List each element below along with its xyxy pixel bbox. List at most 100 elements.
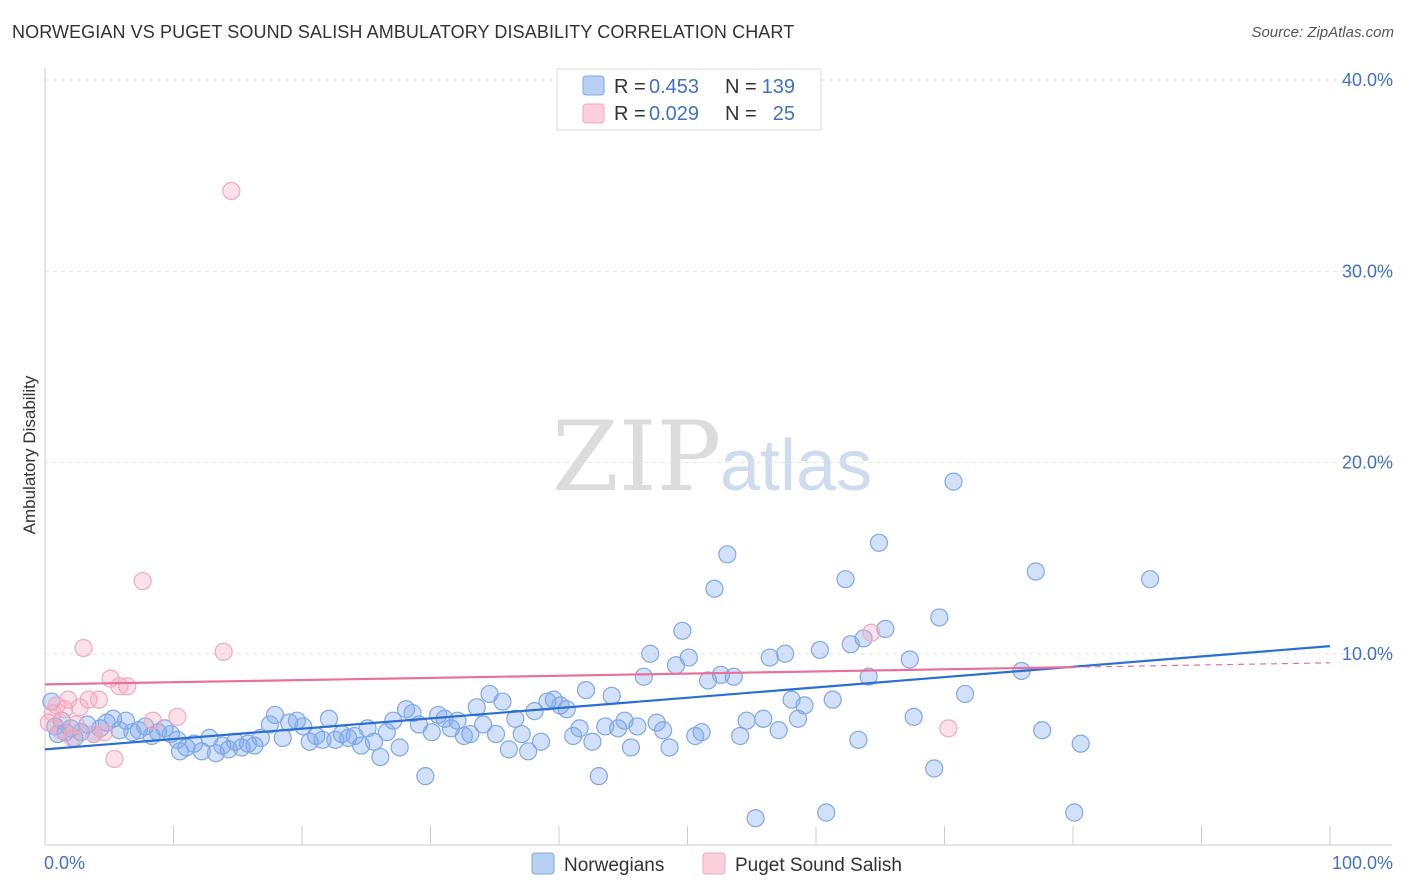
trend-line-salish — [44, 666, 1074, 686]
point-norwegians-114 — [769, 721, 788, 740]
point-norwegians-128 — [876, 619, 895, 638]
bottom-legend-swatch-norwegians — [531, 852, 555, 875]
point-norwegians-56 — [390, 738, 409, 757]
legend-r-label-1: R = — [614, 76, 646, 98]
legend-n-label-2: N = — [725, 103, 757, 125]
y-tick-label-2: 30.0% — [1342, 261, 1393, 281]
point-norwegians-87 — [589, 767, 608, 786]
point-norwegians-109 — [731, 726, 750, 746]
point-norwegians-58 — [403, 703, 422, 723]
point-norwegians-71 — [486, 724, 506, 744]
point-norwegians-45 — [319, 709, 339, 728]
point-norwegians-66 — [454, 726, 474, 746]
point-norwegians-111 — [746, 809, 765, 828]
point-norwegians-136 — [1026, 562, 1045, 581]
point-norwegians-133 — [944, 472, 963, 491]
legend-r-label-2: R = — [614, 103, 646, 125]
point-norwegians-60 — [416, 767, 435, 786]
point-salish-21 — [214, 642, 233, 661]
point-norwegians-72 — [493, 692, 512, 711]
point-norwegians-61 — [422, 723, 441, 742]
point-norwegians-92 — [621, 738, 641, 757]
source-credit: Source: ZipAtlas.com — [1251, 24, 1394, 41]
watermark-zip: ZIP — [552, 401, 721, 513]
point-salish-4 — [55, 700, 74, 719]
point-salish-15 — [105, 749, 124, 769]
point-norwegians-110 — [737, 711, 756, 730]
point-norwegians-82 — [557, 700, 576, 719]
bottom-legend: Norwegians Puget Sound Salish — [531, 852, 902, 876]
point-norwegians-69 — [474, 715, 493, 734]
point-norwegians-130 — [904, 707, 923, 726]
point-norwegians-112 — [754, 709, 773, 728]
point-norwegians-103 — [692, 723, 711, 742]
point-norwegians-41 — [294, 717, 313, 736]
x-tick-label-1: 100.0% — [1332, 853, 1393, 873]
point-norwegians-137 — [1033, 721, 1052, 740]
point-norwegians-78 — [531, 732, 551, 751]
point-norwegians-52 — [364, 732, 384, 751]
y-tick-label-3: 40.0% — [1342, 70, 1393, 90]
point-norwegians-93 — [628, 717, 647, 736]
tick-labels: 10.0% 20.0% 30.0% 40.0% 0.0% 100.0% — [44, 70, 1393, 873]
y-tick-label-1: 20.0% — [1342, 453, 1393, 473]
point-salish-13 — [95, 723, 114, 742]
point-norwegians-126 — [859, 667, 878, 686]
legend: R = 0.453 N = 139 R = 0.029 N = 25 — [556, 68, 822, 131]
point-norwegians-73 — [499, 740, 518, 759]
legend-n-value-2: 25 — [773, 103, 795, 125]
point-norwegians-100 — [673, 621, 692, 640]
legend-n-label-1: N = — [725, 76, 757, 98]
point-norwegians-121 — [823, 690, 842, 709]
gridlines — [45, 79, 1392, 655]
point-norwegians-98 — [660, 738, 679, 757]
trend-lines — [44, 645, 1331, 751]
point-norwegians-26 — [192, 742, 211, 761]
point-norwegians-107 — [718, 545, 737, 564]
point-salish-7 — [66, 715, 85, 734]
point-norwegians-86 — [583, 732, 602, 751]
point-norwegians-138 — [1065, 803, 1084, 822]
point-norwegians-76 — [519, 742, 538, 761]
point-norwegians-101 — [679, 648, 698, 667]
point-salish-20 — [168, 707, 187, 726]
point-norwegians-54 — [377, 723, 396, 742]
point-norwegians-120 — [817, 803, 836, 822]
point-norwegians-44 — [313, 730, 332, 749]
point-norwegians-84 — [570, 719, 589, 738]
point-norwegians-14 — [116, 711, 136, 730]
point-norwegians-75 — [512, 724, 531, 744]
point-norwegians-108 — [724, 667, 743, 686]
point-norwegians-118 — [795, 696, 814, 715]
chart-title: NORWEGIAN VS PUGET SOUND SALISH AMBULATO… — [12, 22, 795, 42]
axes — [44, 68, 1392, 846]
bottom-legend-norwegians: Norwegians — [564, 855, 664, 876]
watermark: ZIP atlas — [552, 401, 872, 513]
point-salish-17 — [118, 677, 137, 696]
point-norwegians-53 — [371, 747, 390, 767]
point-norwegians-119 — [810, 640, 829, 660]
watermark-atlas: atlas — [720, 426, 872, 506]
point-salish-10 — [79, 690, 98, 709]
y-axis-label: Ambulatory Disability — [20, 375, 39, 534]
x-tick-label-0: 0.0% — [44, 853, 85, 873]
bottom-legend-salish: Puget Sound Salish — [735, 855, 902, 876]
legend-r-value-1: 0.453 — [649, 76, 699, 98]
point-norwegians-94 — [634, 667, 653, 686]
point-norwegians-35 — [251, 728, 270, 748]
point-norwegians-36 — [260, 715, 279, 734]
point-norwegians-74 — [506, 709, 525, 728]
point-salish-19 — [143, 711, 163, 730]
point-norwegians-113 — [760, 648, 779, 667]
point-salish-22 — [222, 181, 241, 201]
point-norwegians-124 — [849, 730, 868, 749]
point-norwegians-105 — [705, 579, 724, 598]
point-norwegians-38 — [273, 728, 292, 748]
point-norwegians-37 — [265, 705, 285, 725]
point-norwegians-129 — [900, 650, 919, 669]
point-norwegians-68 — [467, 698, 486, 717]
y-tick-label-0: 10.0% — [1342, 644, 1393, 664]
bottom-legend-swatch-salish — [702, 852, 726, 875]
legend-swatch-norwegians — [582, 75, 605, 96]
